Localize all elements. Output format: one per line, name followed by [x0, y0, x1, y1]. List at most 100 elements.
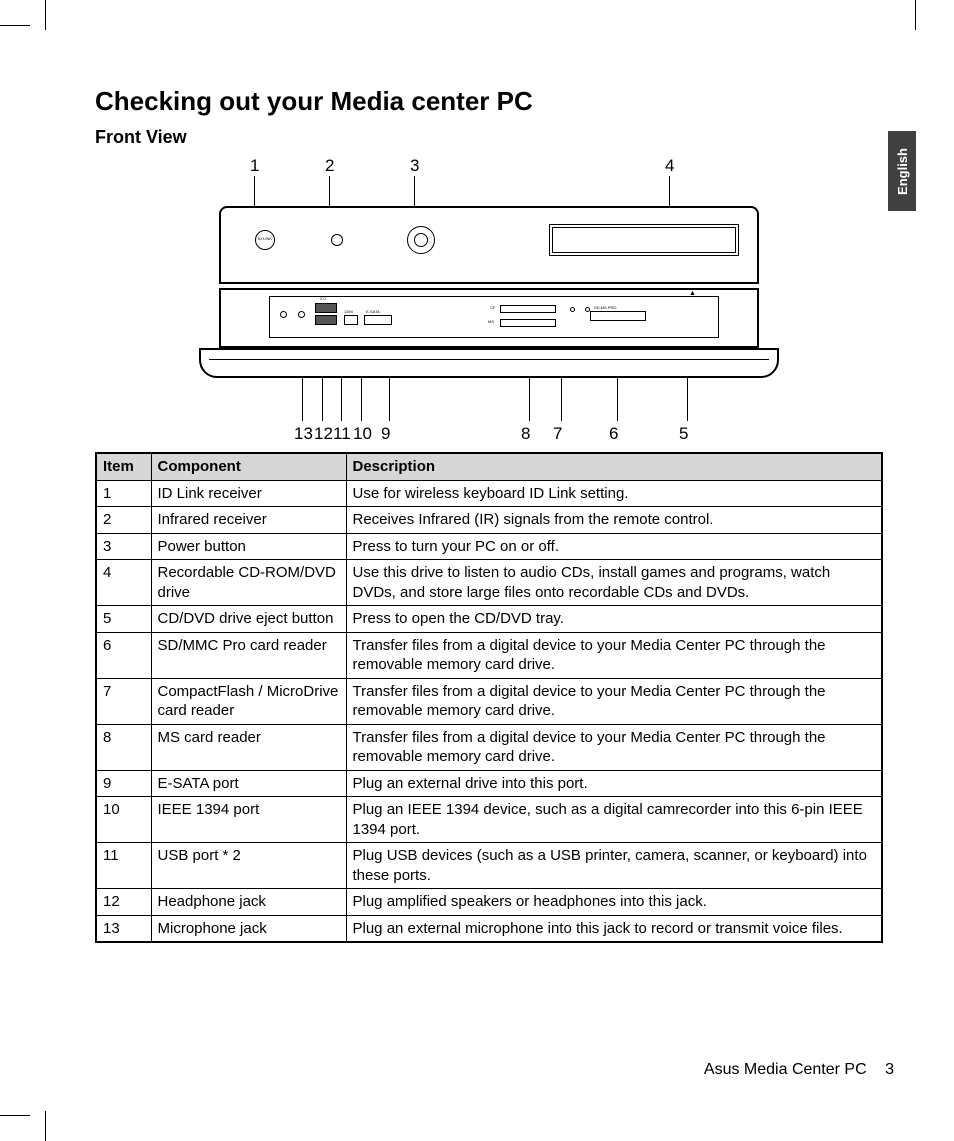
cell-description: Plug an external microphone into this ja… — [346, 915, 882, 942]
cell-description: Plug an external drive into this port. — [346, 770, 882, 797]
callout-number-13: 13 — [294, 424, 313, 444]
table-row: 8MS card readerTransfer files from a dig… — [96, 724, 882, 770]
cell-description: Transfer files from a digital device to … — [346, 724, 882, 770]
cell-description: Plug an IEEE 1394 device, such as a digi… — [346, 797, 882, 843]
device-diagram: 1234 1312111098765 ID LINK ▲ — [189, 156, 789, 446]
cell-component: IEEE 1394 port — [151, 797, 346, 843]
cell-description: Receives Infrared (IR) signals from the … — [346, 507, 882, 534]
cell-component: SD/MMC Pro card reader — [151, 632, 346, 678]
callout-number-2: 2 — [325, 156, 334, 176]
led-2 — [585, 307, 590, 312]
cell-item: 6 — [96, 632, 151, 678]
table-row: 6SD/MMC Pro card readerTransfer files fr… — [96, 632, 882, 678]
callout-number-5: 5 — [679, 424, 688, 444]
content-area: Checking out your Media center PC Front … — [95, 86, 883, 943]
callout-number-1: 1 — [250, 156, 259, 176]
sd-label: SD.MS.PRO — [594, 305, 616, 310]
cell-description: Transfer files from a digital device to … — [346, 678, 882, 724]
cell-component: ID Link receiver — [151, 480, 346, 507]
table-row: 10IEEE 1394 portPlug an IEEE 1394 device… — [96, 797, 882, 843]
id-link-label: ID LINK — [258, 236, 272, 241]
crop-mark — [45, 0, 46, 30]
cell-component: CompactFlash / MicroDrive card reader — [151, 678, 346, 724]
cell-description: Transfer files from a digital device to … — [346, 632, 882, 678]
led-1 — [570, 307, 575, 312]
chassis-base-line — [209, 352, 769, 360]
ir-receiver — [331, 234, 343, 246]
table-row: 12Headphone jackPlug amplified speakers … — [96, 889, 882, 916]
cell-item: 13 — [96, 915, 151, 942]
usb-label: 2.0 — [320, 296, 326, 301]
cell-item: 1 — [96, 480, 151, 507]
language-tab-label: English — [895, 148, 910, 195]
table-header-row: Item Component Description — [96, 453, 882, 480]
language-tab: English — [888, 131, 916, 211]
cell-component: Power button — [151, 533, 346, 560]
cell-item: 2 — [96, 507, 151, 534]
cell-component: E-SATA port — [151, 770, 346, 797]
callout-number-10: 10 — [353, 424, 372, 444]
ms-slot — [500, 319, 556, 327]
page-footer: Asus Media Center PC 3 — [704, 1061, 894, 1079]
cell-description: Plug USB devices (such as a USB printer,… — [346, 843, 882, 889]
usb-port-2 — [315, 315, 337, 325]
crop-mark — [0, 25, 30, 26]
table-header-description: Description — [346, 453, 882, 480]
cf-label: CF — [490, 305, 495, 310]
table-row: 11USB port * 2Plug USB devices (such as … — [96, 843, 882, 889]
callout-number-6: 6 — [609, 424, 618, 444]
cell-item: 11 — [96, 843, 151, 889]
esata-port — [364, 315, 392, 325]
cell-item: 9 — [96, 770, 151, 797]
callout-number-3: 3 — [410, 156, 419, 176]
table-row: 2Infrared receiverReceives Infrared (IR)… — [96, 507, 882, 534]
cell-description: Use for wireless keyboard ID Link settin… — [346, 480, 882, 507]
esata-label: E-SATA — [366, 309, 380, 314]
callout-number-12: 12 — [314, 424, 333, 444]
device-outline: ID LINK ▲ 2.0 — [199, 206, 779, 396]
page: English Checking out your Media center P… — [0, 0, 954, 1141]
components-table: Item Component Description 1ID Link rece… — [95, 452, 883, 943]
power-button-inner — [414, 233, 428, 247]
front-io-panel: 2.0 1394 E-SATA CF MS SD.MS.PRO — [269, 296, 719, 338]
callout-number-11: 11 — [333, 424, 351, 444]
cell-description: Use this drive to listen to audio CDs, i… — [346, 560, 882, 606]
cf-slot — [500, 305, 556, 313]
ms-label: MS — [488, 319, 494, 324]
callout-number-8: 8 — [521, 424, 530, 444]
callout-number-4: 4 — [665, 156, 674, 176]
table-row: 13Microphone jackPlug an external microp… — [96, 915, 882, 942]
footer-book-title: Asus Media Center PC — [704, 1061, 867, 1078]
cell-component: USB port * 2 — [151, 843, 346, 889]
usb-port-1 — [315, 303, 337, 313]
headphone-jack — [298, 311, 305, 318]
cell-component: MS card reader — [151, 724, 346, 770]
table-header-item: Item — [96, 453, 151, 480]
cell-item: 10 — [96, 797, 151, 843]
crop-mark — [45, 1111, 46, 1141]
table-row: 3Power buttonPress to turn your PC on or… — [96, 533, 882, 560]
cell-description: Press to open the CD/DVD tray. — [346, 606, 882, 633]
cell-description: Press to turn your PC on or off. — [346, 533, 882, 560]
cell-component: CD/DVD drive eject button — [151, 606, 346, 633]
page-title: Checking out your Media center PC — [95, 86, 883, 117]
table-row: 5CD/DVD drive eject buttonPress to open … — [96, 606, 882, 633]
callout-number-9: 9 — [381, 424, 390, 444]
table-row: 4Recordable CD-ROM/DVD driveUse this dri… — [96, 560, 882, 606]
cell-description: Plug amplified speakers or headphones in… — [346, 889, 882, 916]
table-row: 9E-SATA portPlug an external drive into … — [96, 770, 882, 797]
cell-item: 7 — [96, 678, 151, 724]
table-header-component: Component — [151, 453, 346, 480]
ieee1394-label: 1394 — [344, 309, 353, 314]
ieee1394-port — [344, 315, 358, 325]
cell-component: Infrared receiver — [151, 507, 346, 534]
crop-mark — [915, 0, 916, 30]
table-row: 7CompactFlash / MicroDrive card readerTr… — [96, 678, 882, 724]
cell-component: Headphone jack — [151, 889, 346, 916]
section-subtitle: Front View — [95, 127, 883, 148]
cell-item: 12 — [96, 889, 151, 916]
cell-component: Recordable CD-ROM/DVD drive — [151, 560, 346, 606]
sd-slot — [590, 311, 646, 321]
cell-item: 3 — [96, 533, 151, 560]
footer-page-number: 3 — [885, 1061, 894, 1078]
